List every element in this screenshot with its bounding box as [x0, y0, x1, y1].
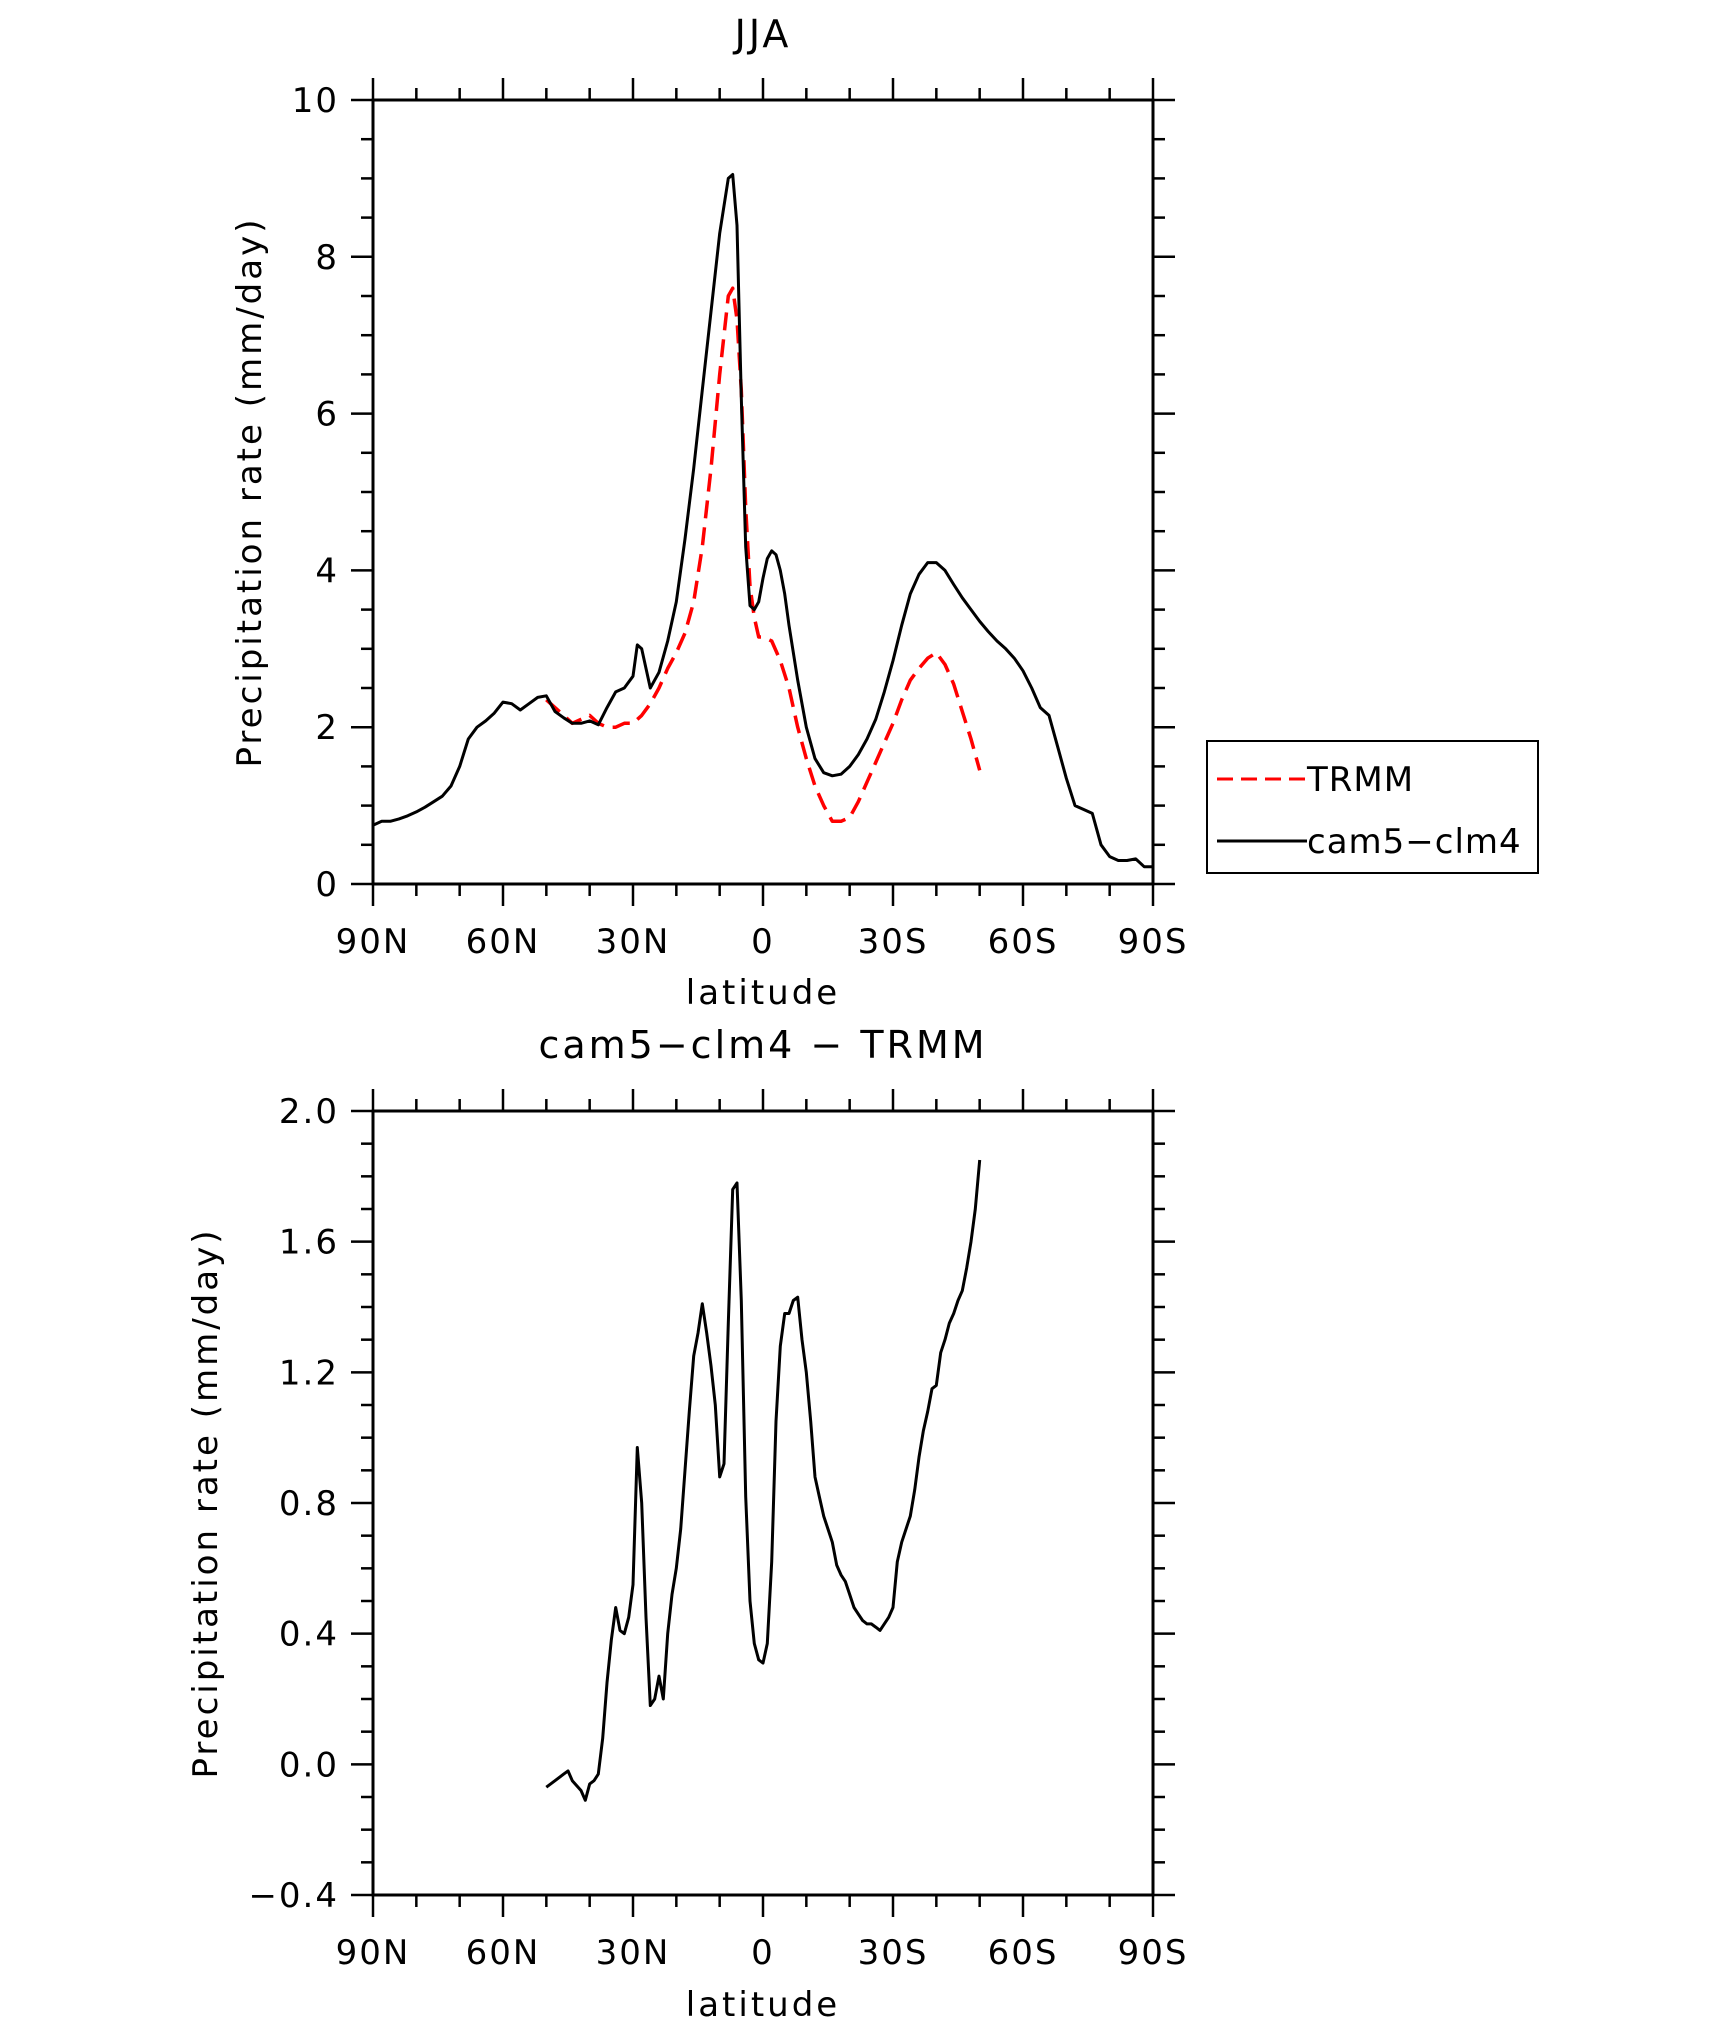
series-line-difference [545, 1159, 982, 1802]
legend-box [1206, 740, 1539, 874]
plot-frame [371, 98, 1155, 886]
series-line-cam5-clm4 [372, 173, 1153, 869]
x-tick-label: 90N [336, 922, 411, 962]
y-tick-label: 1.2 [279, 1353, 339, 1393]
x-tick-label: 90N [336, 1933, 411, 1973]
x-tick-label: 30N [596, 922, 671, 962]
y-tick-label: 0 [315, 865, 339, 905]
y-tick-label: 6 [315, 395, 339, 435]
chart-title: JJA [733, 12, 792, 56]
y-tick-label: 2.0 [279, 1092, 339, 1132]
legend-label: TRMM [1306, 760, 1414, 800]
y-tick-label: 1.6 [279, 1223, 339, 1263]
x-tick-label: 0 [751, 1933, 775, 1973]
x-tick-label: 0 [751, 922, 775, 962]
x-tick-label: 60S [988, 922, 1059, 962]
x-tick-label: 60S [988, 1933, 1059, 1973]
x-tick-label: 30S [858, 922, 929, 962]
x-tick-label: 60N [466, 922, 541, 962]
y-tick-label: 8 [315, 238, 339, 278]
y-tick-label: 4 [315, 551, 339, 591]
y-tick-label: 0.8 [279, 1484, 339, 1524]
x-tick-label: 90S [1118, 1933, 1189, 1973]
y-tick-label: 0.0 [279, 1745, 339, 1785]
series-line-trmm [545, 286, 982, 824]
y-axis-label: Precipitation rate (mm/day) [230, 217, 270, 768]
x-axis-label: latitude [686, 1985, 840, 2021]
chart-title: cam5−clm4 − TRMM [538, 1023, 987, 1067]
plot-frame [371, 1109, 1155, 1897]
x-tick-label: 90S [1118, 922, 1189, 962]
y-tick-label: 2 [315, 708, 339, 748]
legend-label: cam5−clm4 [1307, 822, 1522, 862]
y-tick-label: −0.4 [248, 1876, 339, 1916]
y-tick-label: 10 [292, 81, 339, 121]
y-tick-label: 0.4 [279, 1615, 339, 1655]
y-axis-label: Precipitation rate (mm/day) [186, 1228, 226, 1779]
x-tick-label: 60N [466, 1933, 541, 1973]
x-axis-label: latitude [686, 973, 840, 1013]
x-tick-label: 30S [858, 1933, 929, 1973]
x-tick-label: 30N [596, 1933, 671, 1973]
